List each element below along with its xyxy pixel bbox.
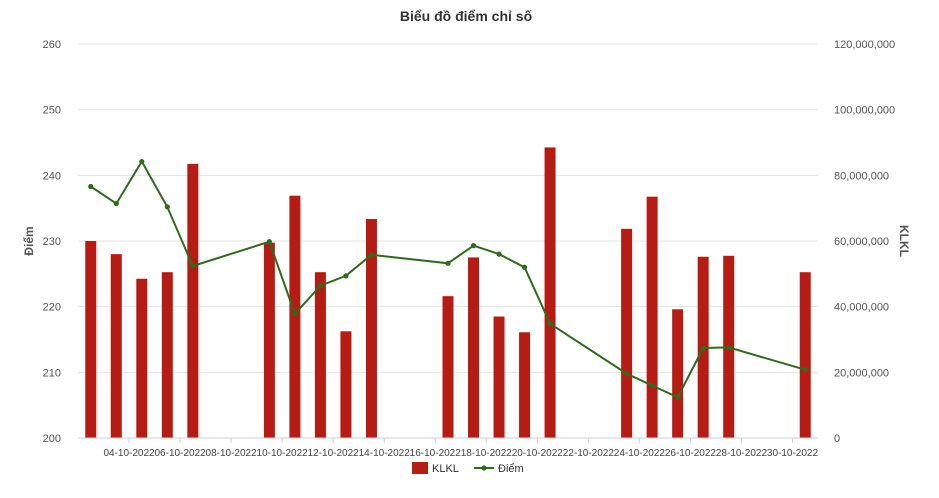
diem-point — [547, 321, 553, 327]
klkl-bar — [289, 195, 301, 438]
legend[interactable]: KLKL Điểm — [412, 462, 524, 475]
y-tick-label: 220 — [43, 302, 61, 314]
klkl-bar — [85, 241, 97, 438]
diem-point — [624, 371, 630, 377]
diem-point — [190, 263, 196, 269]
klkl-bar — [110, 254, 122, 438]
legend-swatch-klkl — [412, 462, 428, 474]
y-tick-label: 250 — [43, 105, 61, 117]
diem-point — [368, 252, 375, 258]
y2-tick-label: 60,000,000 — [834, 236, 889, 248]
x-tick-label: 10-10-2022 — [257, 448, 309, 459]
x-tick-label: 04-10-2022 — [103, 448, 155, 459]
diem-point — [317, 283, 324, 289]
diem-point — [164, 204, 170, 210]
x-tick-label: 08-10-2022 — [206, 448, 258, 459]
x-tick-label: 26-10-2022 — [665, 448, 717, 459]
x-tick-label: 18-10-2022 — [461, 448, 513, 459]
y-axis-title: Điểm — [22, 226, 36, 255]
x-tick-label: 20-10-2022 — [512, 448, 564, 459]
klkl-bar — [468, 257, 480, 438]
y-tick-label: 230 — [43, 236, 61, 248]
diem-point — [675, 394, 681, 400]
diem-point — [496, 251, 502, 257]
klkl-bar — [493, 316, 505, 438]
klkl-bar — [442, 296, 454, 438]
klkl-bar — [263, 242, 275, 438]
diem-point — [445, 260, 451, 266]
y-tick-label: 210 — [43, 367, 61, 379]
x-tick-label: 14-10-2022 — [359, 448, 411, 459]
diem-point — [88, 183, 94, 190]
diem-point — [521, 264, 528, 270]
y2-tick-label: 20,000,000 — [834, 367, 889, 379]
legend-label-diem: Điểm — [498, 463, 524, 475]
diem-point — [343, 273, 349, 279]
diem-point — [470, 242, 477, 249]
y-tick-label: 240 — [43, 170, 61, 182]
y2-tick-label: 120,000,000 — [834, 39, 895, 51]
chart-title: Biểu đồ điểm chỉ số — [400, 8, 533, 24]
bar-series — [85, 147, 811, 439]
y2-tick-label: 100,000,000 — [834, 105, 895, 117]
klkl-bar — [340, 331, 352, 438]
x-tick-label: 06-10-2022 — [154, 448, 206, 459]
klkl-bar — [519, 332, 531, 438]
klkl-bar — [544, 147, 556, 439]
diem-point — [266, 239, 272, 245]
klkl-bar — [314, 272, 326, 438]
klkl-bar — [672, 309, 684, 438]
y-tick-label: 200 — [43, 433, 61, 445]
legend-label-klkl: KLKL — [432, 463, 459, 475]
klkl-bar — [621, 228, 633, 438]
klkl-bar — [646, 196, 658, 438]
y2-tick-label: 40,000,000 — [834, 302, 889, 314]
klkl-bar — [799, 272, 811, 438]
diem-point — [700, 345, 706, 351]
x-tick-label: 24-10-2022 — [614, 448, 666, 459]
klkl-bar — [161, 272, 173, 438]
y2-axis-title: KLKL — [897, 225, 911, 257]
diem-point — [292, 311, 298, 317]
x-tick-label: 28-10-2022 — [716, 448, 768, 459]
legend-marker-diem — [481, 465, 487, 471]
line-series — [88, 158, 808, 400]
klkl-bar — [136, 278, 148, 438]
diem-point — [649, 382, 655, 389]
y-tick-label: 260 — [43, 39, 61, 51]
diem-point — [139, 158, 145, 165]
klkl-bar — [365, 219, 377, 438]
x-tick-label: 22-10-2022 — [563, 448, 615, 459]
diem-point — [113, 200, 119, 207]
diem-point — [802, 367, 808, 373]
axes: 200 0 210 20,000,000 220 40,000,000 230 60,000,… — [43, 39, 896, 459]
x-tick-label: 12-10-2022 — [308, 448, 360, 459]
x-tick-label: 30-10-2022 — [767, 448, 819, 459]
x-tick-label: 16-10-2022 — [410, 448, 462, 459]
y2-tick-label: 80,000,000 — [834, 170, 889, 182]
y2-tick-label: 0 — [834, 433, 840, 445]
klkl-bar — [187, 163, 199, 438]
diem-point — [726, 344, 732, 350]
